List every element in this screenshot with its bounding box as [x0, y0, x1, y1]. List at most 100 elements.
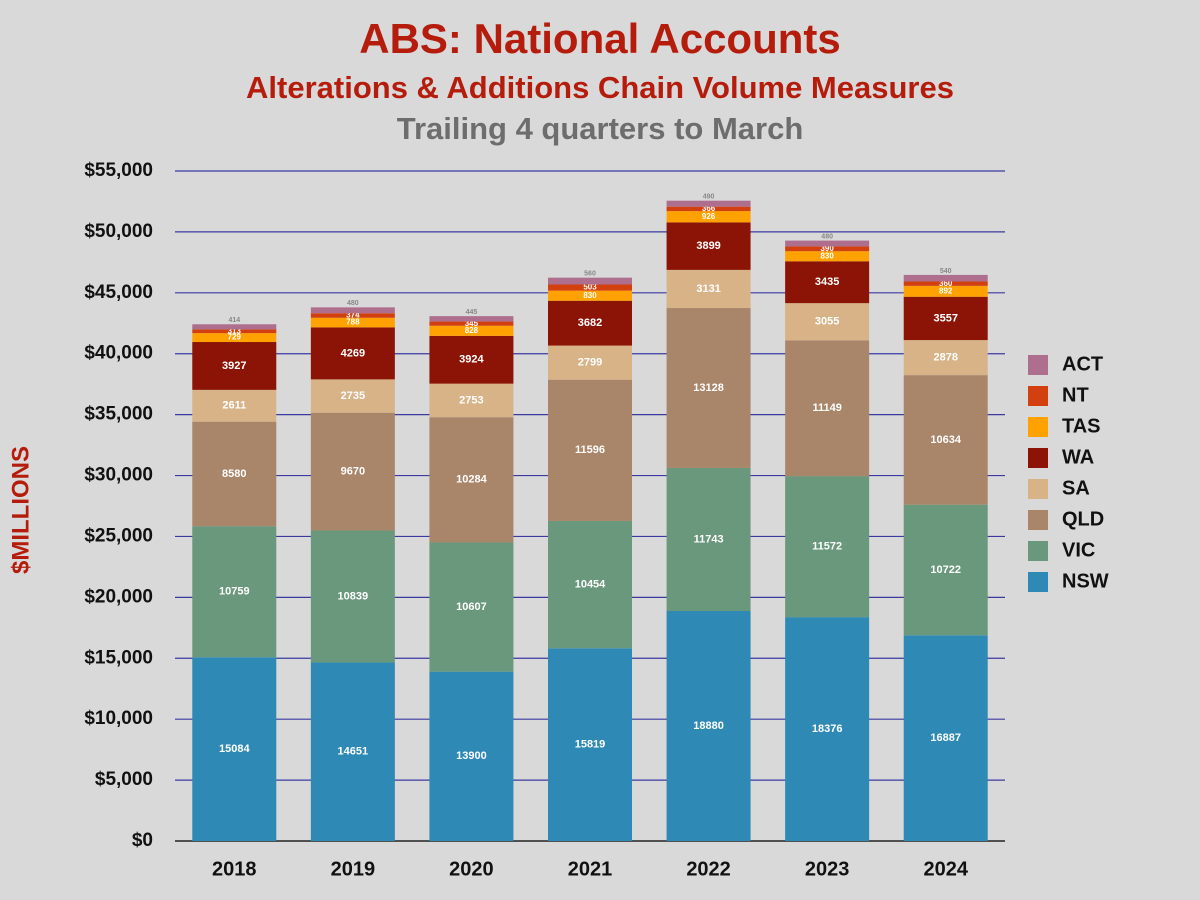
bar-segment — [666, 467, 751, 612]
data-label: 313 — [228, 326, 242, 335]
bar-segment — [192, 333, 277, 343]
x-tick-label: 2021 — [568, 858, 613, 880]
legend-label: ACT — [1062, 353, 1103, 375]
bar-segment — [310, 317, 395, 328]
bar-segment — [903, 296, 988, 341]
chart-subtitle: Alterations & Additions Chain Volume Mea… — [246, 70, 954, 105]
data-label: 9670 — [341, 465, 365, 477]
legend-swatch — [1028, 448, 1048, 468]
bar-segment — [666, 308, 751, 468]
legend-label: TAS — [1062, 415, 1101, 437]
data-label: 892 — [939, 286, 953, 295]
bar-segment — [310, 412, 395, 531]
bar-segment — [666, 206, 751, 212]
bar-segment — [310, 327, 395, 380]
data-label: 390 — [820, 244, 834, 253]
data-label: 414 — [228, 317, 240, 324]
data-label: 503 — [583, 283, 597, 292]
data-label: 345 — [465, 319, 479, 328]
y-tick-label: $10,000 — [84, 708, 153, 729]
data-label: 480 — [821, 233, 833, 240]
data-label: 480 — [347, 300, 359, 307]
legend-label: QLD — [1062, 508, 1104, 530]
bar-segment — [785, 476, 870, 618]
data-label: 3927 — [222, 360, 246, 372]
data-label: 10284 — [456, 474, 487, 486]
bar-segment — [548, 520, 632, 649]
data-label: 3435 — [815, 276, 839, 288]
bar-segment — [548, 284, 632, 291]
bar-segment — [785, 340, 870, 477]
data-label: 3924 — [459, 354, 484, 366]
data-label: 11743 — [694, 533, 724, 545]
data-label: 729 — [228, 333, 242, 342]
bar-segment — [310, 530, 395, 663]
data-label: 13128 — [693, 382, 724, 394]
bar-segment — [666, 211, 751, 223]
x-tick-label: 2019 — [331, 858, 376, 880]
data-label: 560 — [584, 271, 596, 278]
data-label: 8580 — [222, 468, 246, 480]
bar-segment — [192, 342, 277, 390]
chart-title: ABS: National Accounts — [359, 15, 840, 62]
data-label: 11149 — [812, 402, 841, 414]
bar-segment — [666, 269, 751, 309]
bar-segment — [785, 240, 870, 247]
bar-segment — [429, 417, 514, 543]
bar-segment — [785, 617, 870, 841]
bar-segment — [903, 340, 988, 376]
data-label: 2878 — [933, 352, 957, 364]
data-label: 15084 — [219, 743, 250, 755]
data-label: 4269 — [341, 347, 365, 359]
y-tick-label: $45,000 — [84, 282, 153, 303]
data-label: 10454 — [575, 579, 606, 591]
data-label: 3055 — [815, 316, 839, 328]
bar-segment — [548, 290, 632, 301]
bar-segment — [666, 200, 751, 207]
data-label: 18880 — [693, 720, 724, 732]
y-axis-label: $MILLIONS — [7, 446, 34, 574]
y-tick-label: $0 — [132, 830, 153, 851]
legend-swatch — [1028, 417, 1048, 437]
data-label: 18376 — [812, 723, 843, 735]
legend-label: WA — [1062, 446, 1094, 468]
bar-segment — [429, 383, 514, 418]
bar-segment — [903, 281, 988, 286]
data-label: 13900 — [456, 750, 487, 762]
data-label: 3682 — [578, 317, 602, 329]
bar-segment — [192, 324, 277, 330]
bar-segment — [548, 345, 632, 380]
x-tick-label: 2018 — [212, 858, 257, 880]
bar-segment — [310, 307, 395, 314]
data-label: 490 — [703, 194, 715, 201]
bar-segment — [429, 316, 514, 322]
legend-label: SA — [1062, 477, 1090, 499]
data-label: 3899 — [696, 240, 720, 252]
legend-swatch — [1028, 355, 1048, 375]
chart-subtitle: Trailing 4 quarters to March — [397, 111, 804, 146]
bar-segment — [548, 300, 632, 346]
data-label: 360 — [939, 279, 953, 288]
bar-segment — [666, 611, 751, 841]
bar-segment — [310, 379, 395, 413]
bar-segment — [903, 504, 988, 636]
y-tick-label: $50,000 — [84, 221, 153, 242]
y-tick-label: $25,000 — [84, 525, 153, 546]
bar-segment — [429, 325, 514, 336]
bar-segment — [192, 329, 277, 334]
y-tick-label: $20,000 — [84, 586, 153, 607]
data-label: 10759 — [219, 586, 250, 598]
bar-segment — [903, 274, 988, 282]
data-label: 445 — [466, 309, 478, 316]
data-label: 926 — [702, 212, 716, 221]
bar-segment — [785, 261, 870, 304]
bar-segment — [785, 251, 870, 262]
data-label: 16887 — [930, 732, 961, 744]
data-label: 788 — [346, 318, 360, 327]
bar-segment — [785, 246, 870, 252]
legend-swatch — [1028, 572, 1048, 592]
data-label: 11572 — [812, 541, 842, 553]
y-tick-label: $40,000 — [84, 343, 153, 364]
data-label: 15819 — [575, 739, 606, 751]
